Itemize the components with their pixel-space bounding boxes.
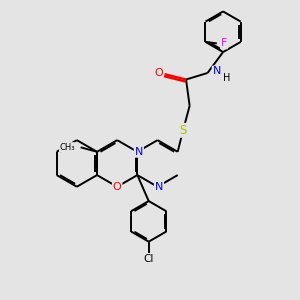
Text: O: O xyxy=(113,182,122,192)
Text: CH₃: CH₃ xyxy=(60,143,75,152)
Text: H: H xyxy=(223,73,230,83)
Text: O: O xyxy=(154,68,163,78)
Text: Cl: Cl xyxy=(143,254,154,264)
Text: N: N xyxy=(155,182,163,192)
Text: N: N xyxy=(135,147,143,157)
Text: S: S xyxy=(179,124,187,137)
Text: F: F xyxy=(221,38,227,48)
Text: N: N xyxy=(213,67,221,76)
